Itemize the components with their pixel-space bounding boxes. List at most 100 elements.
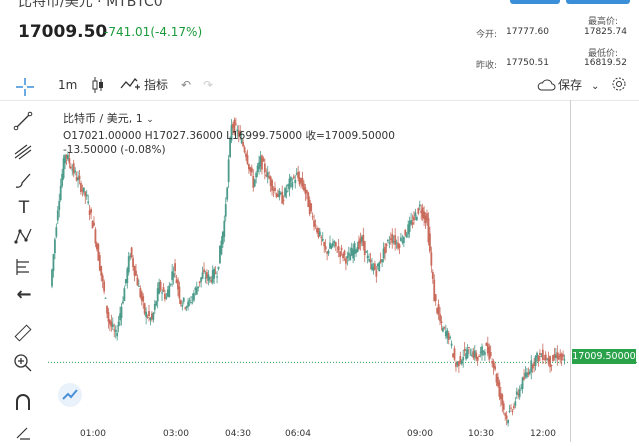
magnet-icon[interactable] [12,392,36,414]
candle-body [497,377,499,386]
candle-body [159,281,162,291]
candle-body [313,220,315,227]
candle-body [524,372,527,377]
chevron-down-icon[interactable]: ⌄ [591,81,600,92]
open-value: 17777.60 [506,27,549,37]
candle-body [514,401,517,406]
candle-body [449,336,452,338]
candle-body [223,220,226,237]
prediction-tool-icon[interactable] [12,256,36,278]
cloud-save-icon[interactable] [536,78,556,96]
brush-icon[interactable] [12,170,36,192]
legend-symbol[interactable]: 比特币 / 美元, 1 ⌄ [63,110,154,126]
candle-body [206,272,208,279]
candle-body [210,279,213,282]
legend-ohlc: O17021.00000 H17027.36000 L16999.75000 收… [63,130,395,142]
candle-body [216,276,218,278]
candle-body [164,293,166,300]
zoom-in-icon[interactable] [12,352,36,374]
candle-body [491,361,494,364]
crosshair-icon[interactable] [14,76,38,98]
candle-body [476,357,479,361]
candle-body [437,304,440,315]
candle-body [359,238,362,244]
candle-body [463,349,466,352]
candle-body [434,294,437,301]
candle-body [294,179,297,184]
candle-body [237,131,240,137]
undo-icon[interactable]: ↶ [181,78,192,92]
price-chart[interactable] [48,100,639,442]
candle-body [182,297,185,302]
indicators-button[interactable]: 指标 [144,78,169,92]
settings-icon[interactable] [611,76,627,96]
interval-selector[interactable]: 1m [58,78,78,92]
redo-icon[interactable]: ↷ [203,78,214,92]
candle-body [436,308,439,313]
candle-body [536,352,538,358]
candle-body [305,190,308,194]
candle-body [169,283,172,285]
candle-body [185,306,188,309]
candle-body [201,272,204,279]
candle-body [265,174,268,177]
candlestick-plot[interactable] [48,100,639,442]
candle-body [478,355,481,357]
candle-body [400,237,402,242]
candle-body [287,184,289,187]
candle-body [486,343,489,354]
candle-body [282,199,285,201]
high-value: 17825.74 [584,27,627,37]
top-button-2[interactable] [566,0,630,4]
time-axis-label: 06:04 [285,429,311,439]
time-axis-label: 01:00 [80,429,106,439]
candle-body [560,353,563,361]
candle-body [281,191,284,204]
candle-body [288,178,291,190]
candle-body [554,355,557,358]
candle-body [168,285,171,298]
candle-body [181,304,184,307]
candle-body [55,227,58,237]
last-price: 17009.50 [18,22,108,42]
candle-body [68,158,71,164]
top-button-1[interactable] [510,0,560,4]
candle-body [77,177,79,181]
save-button[interactable]: 保存 [558,78,583,92]
pattern-icon[interactable] [12,226,36,248]
candle-body [84,191,87,197]
candle-body [459,356,462,364]
lock-drawings-icon[interactable] [12,420,36,442]
candle-body [120,306,123,318]
candle-body [246,155,249,164]
indicators-icon[interactable] [120,76,140,96]
back-arrow-icon[interactable]: ← [16,284,32,305]
candle-body [142,296,145,302]
trend-line-icon[interactable] [12,110,36,132]
candle-body [330,245,333,249]
chevron-down-icon[interactable]: ⌄ [146,115,154,125]
candle-body [452,353,454,358]
candle-type-icon[interactable] [91,76,105,98]
candle-body [129,255,132,258]
tradingview-logo-icon[interactable] [58,383,82,407]
candle-body [324,246,327,250]
candle-body [318,231,321,236]
candle-body [117,321,120,327]
candle-body [512,406,515,409]
candle-body [161,292,163,294]
candle-body [307,192,310,208]
candle-body [200,277,203,282]
candle-body [475,352,478,360]
candle-body [327,250,330,254]
low-label: 最低价: [588,49,619,59]
fib-tool-icon[interactable] [12,140,36,162]
candle-body [82,187,85,193]
candle-body [240,138,243,144]
text-tool-icon[interactable]: T [18,198,30,218]
ruler-icon[interactable] [12,322,36,344]
time-axis-label: 04:30 [225,429,251,439]
candle-body [104,297,107,299]
candle-body [298,177,301,185]
candle-body [146,316,149,318]
